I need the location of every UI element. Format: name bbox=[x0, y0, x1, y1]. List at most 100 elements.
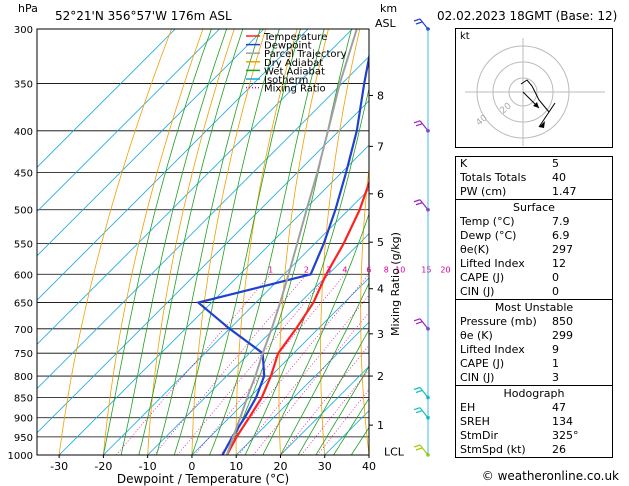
wet-adiabat bbox=[191, 29, 301, 455]
pressure-tick-label: 350 bbox=[14, 80, 33, 91]
km-tick-label: 1 bbox=[377, 419, 384, 432]
isotherm bbox=[147, 233, 369, 455]
mixing-ratio-line bbox=[238, 294, 369, 455]
wet-adiabat bbox=[173, 29, 280, 455]
dry-adiabat bbox=[147, 29, 235, 455]
dry-adiabat bbox=[191, 29, 267, 455]
wind-barb-icon bbox=[419, 407, 429, 419]
surface-row: Dewp (°C) 6.9 bbox=[460, 229, 570, 242]
most-unstable-heading: Most Unstable bbox=[456, 299, 612, 315]
wind-barb-icon bbox=[415, 389, 423, 394]
mixing-ratio-line bbox=[177, 274, 329, 455]
wet-adiabat bbox=[209, 29, 325, 455]
wind-barb-icon bbox=[415, 410, 423, 414]
wind-barb-icon bbox=[415, 123, 423, 127]
wind-barb-icon bbox=[413, 407, 421, 411]
axis-ticks: 1234681015202530035040045050055060065070… bbox=[8, 25, 466, 473]
temperature-tick-label: 0 bbox=[188, 460, 195, 473]
wind-barb-icon bbox=[419, 199, 429, 211]
lcl-label: LCL bbox=[384, 445, 405, 458]
dry-adiabat bbox=[610, 29, 629, 455]
wet-adiabat bbox=[120, 29, 227, 455]
mixing-ratio-label: 15 bbox=[421, 265, 431, 274]
pressure-tick-label: 500 bbox=[14, 206, 33, 217]
wind-barb-icon bbox=[419, 444, 429, 456]
mixing-ratio-label: 2 bbox=[304, 265, 309, 274]
wet-adiabat bbox=[244, 86, 369, 455]
pressure-tick-label: 900 bbox=[14, 414, 33, 425]
temperature-tick-label: 40 bbox=[362, 460, 376, 473]
legend-label: Dry Adiabat bbox=[264, 58, 323, 69]
surface-row: Lifted Index 12 bbox=[460, 257, 566, 270]
mixing-ratio-line bbox=[153, 274, 307, 455]
mixing-ratio-label: 10 bbox=[395, 265, 405, 274]
surface-row: Temp (°C) 7.9 bbox=[460, 215, 570, 228]
wind-barb-icon bbox=[413, 318, 421, 322]
location-title: 52°21'N 356°57'W 176m ASL bbox=[55, 9, 232, 23]
wind-barb-icon bbox=[415, 21, 423, 25]
dry-adiabat bbox=[360, 164, 369, 455]
hodograph-trace bbox=[520, 79, 556, 128]
dry-adiabat bbox=[278, 29, 329, 455]
mixing-ratio-label: 4 bbox=[342, 265, 347, 274]
legend-label: Temperature bbox=[263, 32, 327, 43]
wet-adiabat bbox=[280, 282, 369, 455]
hpa-label: hPa bbox=[18, 2, 38, 15]
mixing-ratio-label: 8 bbox=[384, 265, 389, 274]
wind-barb-icon bbox=[415, 447, 423, 451]
index-row: PW (cm) 1.47 bbox=[460, 185, 577, 198]
mixing-ratio-line bbox=[280, 344, 369, 455]
mixing-ratio-line bbox=[194, 274, 346, 455]
isotherm bbox=[37, 100, 369, 434]
asl-label: ASL bbox=[375, 17, 397, 30]
km-tick-label: 2 bbox=[377, 370, 384, 383]
isotherm bbox=[58, 144, 369, 455]
hodo-row: StmSpd (kt) 26 bbox=[460, 443, 566, 456]
wind-barb-icon bbox=[419, 120, 429, 132]
unstable-row: θe (K) 299 bbox=[460, 329, 573, 342]
series-line-parcel-trajectory bbox=[225, 29, 358, 455]
dry-adiabat bbox=[235, 29, 298, 455]
wind-barb-icon bbox=[413, 120, 421, 124]
isotherm bbox=[280, 365, 369, 455]
pressure-tick-label: 800 bbox=[14, 372, 33, 383]
hodo-row: EH 47 bbox=[460, 401, 566, 414]
wet-adiabat bbox=[315, 365, 369, 455]
hodo-row: StmDir 325° bbox=[460, 429, 579, 442]
dry-adiabat bbox=[58, 29, 172, 455]
isotherm bbox=[235, 321, 369, 455]
wind-barb-icon bbox=[415, 321, 423, 325]
isotherm bbox=[37, 29, 220, 213]
pressure-tick-label: 950 bbox=[14, 433, 33, 444]
legend-label: Dewpoint bbox=[264, 41, 312, 52]
km-label: km bbox=[380, 2, 397, 15]
mixing-ratio-line bbox=[219, 274, 369, 455]
unstable-row: Lifted Index 9 bbox=[460, 343, 559, 356]
hodograph-kt-label: kt bbox=[460, 31, 470, 42]
datetime-title: 02.02.2023 18GMT (Base: 12) bbox=[437, 9, 617, 23]
wind-barbs bbox=[413, 18, 430, 457]
km-tick-label: 5 bbox=[377, 236, 384, 249]
unstable-row: CAPE (J) 1 bbox=[460, 357, 559, 370]
series-line-dewpoint bbox=[195, 52, 369, 455]
surface-row: CIN (J) 0 bbox=[460, 285, 559, 298]
wet-adiabat bbox=[297, 328, 369, 455]
wind-barb-icon bbox=[415, 202, 423, 206]
wet-adiabat bbox=[103, 29, 212, 455]
dry-adiabat bbox=[103, 29, 204, 455]
wet-adiabat bbox=[262, 212, 369, 455]
pressure-tick-label: 1000 bbox=[8, 451, 33, 462]
temperature-tick-label: -10 bbox=[139, 460, 157, 473]
pressure-tick-label: 750 bbox=[14, 349, 33, 360]
hodo-row: SREH 134 bbox=[460, 415, 573, 428]
wind-barb-icon bbox=[419, 387, 429, 398]
mixing-ratio-axis-label: Mixing Ratio (g/kg) bbox=[389, 232, 402, 336]
temperature-tick-label: 10 bbox=[229, 460, 243, 473]
pressure-tick-label: 400 bbox=[14, 127, 33, 138]
surface-row: θe(K) 297 bbox=[460, 243, 573, 256]
hodograph-frame bbox=[455, 28, 613, 148]
wet-adiabat bbox=[156, 29, 261, 455]
